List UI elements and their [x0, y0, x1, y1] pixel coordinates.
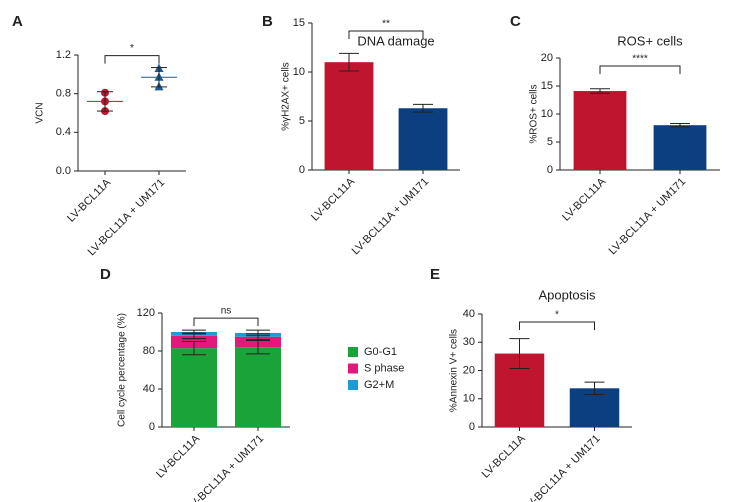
significance-bracket [348, 30, 424, 39]
y-tick-label: 0.4 [56, 126, 71, 138]
panel-letter: D [100, 266, 111, 283]
y-tick-label: 0 [547, 164, 553, 176]
y-tick-label: 1.2 [56, 49, 71, 61]
significance-bracket [104, 55, 160, 64]
y-tick-label: 20 [463, 364, 475, 376]
y-tick-label: 40 [143, 383, 155, 395]
x-tick-label: LV-BCL11A + UM171 [521, 433, 602, 502]
chart-title: Apoptosis [538, 287, 596, 302]
legend-label: S phase [364, 362, 404, 374]
x-tick-label: LV-BCL11A [480, 432, 528, 480]
y-tick-label: 0 [469, 421, 475, 433]
y-tick-label: 10 [541, 108, 553, 120]
x-tick-label: LV-BCL11A [65, 176, 113, 224]
panel-letter: A [12, 13, 23, 30]
x-tick-label: LV-BCL11A [154, 432, 202, 480]
y-tick-label: 0 [299, 164, 305, 176]
chart-title: ROS+ cells [617, 33, 683, 48]
bar-segment [234, 347, 282, 427]
bar-segment [170, 348, 218, 427]
y-tick-label: 0.0 [56, 165, 71, 177]
significance-bracket [599, 65, 681, 74]
y-tick-label: 5 [547, 136, 553, 148]
legend-swatch [348, 363, 358, 374]
significance-bracket [519, 321, 595, 330]
y-axis-label: Cell cycle percentage (%) [117, 313, 128, 427]
bar [398, 108, 448, 170]
y-tick-label: 120 [137, 307, 155, 319]
y-axis-label: %Annexin V+ cells [449, 329, 460, 412]
panel-letter: E [430, 266, 440, 283]
y-tick-label: 0.8 [56, 88, 71, 100]
y-tick-label: 10 [293, 66, 305, 78]
significance-label: ** [382, 19, 390, 30]
y-tick-label: 5 [299, 115, 305, 127]
legend-swatch [348, 347, 358, 357]
x-tick-label: LV-BCL11A + UM171 [350, 176, 431, 257]
y-tick-label: 10 [463, 393, 475, 405]
significance-label: **** [632, 54, 648, 65]
legend-swatch [348, 380, 358, 390]
y-axis-label: %γH2AX+ cells [281, 62, 292, 131]
chart-title: DNA damage [357, 33, 434, 48]
y-tick-label: 15 [293, 17, 305, 29]
y-tick-label: 15 [541, 80, 553, 92]
significance-label: ns [221, 306, 232, 317]
significance-label: * [555, 310, 559, 321]
significance-bracket [193, 317, 259, 327]
y-tick-label: 0 [149, 421, 155, 433]
y-tick-label: 80 [143, 345, 155, 357]
panel-letter: B [262, 13, 273, 30]
y-tick-label: 20 [541, 52, 553, 64]
y-tick-label: 40 [463, 308, 475, 320]
y-axis-label: %ROS+ cells [529, 84, 540, 143]
bar [324, 62, 374, 171]
legend-label: G0-G1 [364, 346, 397, 358]
significance-label: * [130, 43, 134, 54]
x-tick-label: LV-BCL11A [560, 175, 608, 223]
x-tick-label: LV-BCL11A + UM171 [607, 176, 688, 257]
y-axis-label: VCN [35, 102, 46, 123]
y-tick-label: 30 [463, 336, 475, 348]
legend-label: G2+M [364, 379, 394, 391]
bar [573, 91, 627, 170]
panel-letter: C [510, 13, 521, 30]
bar [653, 125, 707, 170]
x-tick-label: LV-BCL11A [309, 175, 357, 223]
